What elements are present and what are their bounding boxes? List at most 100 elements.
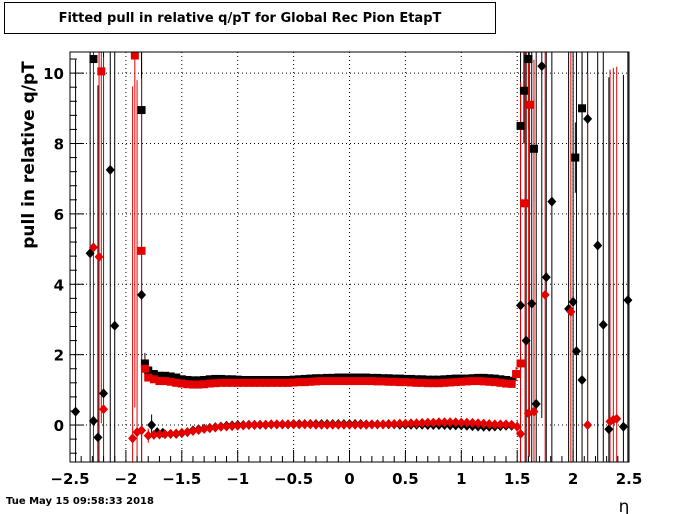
data-point-square (183, 380, 192, 389)
data-point-square (140, 364, 149, 373)
data-point-square (300, 378, 309, 387)
data-point-diamond (473, 418, 483, 429)
x-tick-label: 1.5 (504, 470, 531, 488)
y-axis-label: pull in relative q/pT (19, 61, 39, 249)
data-point-square (317, 377, 326, 386)
y-tick-label: 10 (43, 65, 64, 83)
data-point-diamond (210, 422, 220, 433)
data-point-diamond (227, 421, 237, 432)
x-tick-label: 0.5 (392, 470, 419, 488)
data-point-square (446, 378, 455, 387)
data-point-diamond (547, 196, 557, 207)
data-point-square (516, 121, 525, 130)
axes: −2.5 −2 −1.5 −1 −0.5 0 0.5 1 1.5 2 2.5 0 2 4 6 8 10 (43, 51, 642, 488)
data-point-diamond (233, 420, 243, 431)
data-point-square (130, 51, 139, 60)
x-tick-label: −2 (114, 470, 137, 488)
data-point-square (384, 377, 393, 386)
data-point-square (244, 378, 253, 387)
data-point-diamond (423, 417, 433, 428)
data-point-diamond (378, 419, 388, 430)
data-point-square (177, 375, 186, 384)
data-point-diamond (400, 418, 410, 429)
data-point-square (256, 378, 265, 387)
data-point-square (578, 104, 587, 113)
data-point-diamond (110, 320, 120, 331)
data-point-square (211, 379, 220, 388)
data-point-diamond (412, 418, 422, 429)
data-point-square (216, 378, 225, 387)
data-point-square (222, 378, 231, 387)
data-point-diamond (88, 242, 98, 253)
data-point-diamond (300, 419, 310, 430)
data-point-diamond (339, 419, 349, 430)
data-point-square (289, 378, 298, 387)
data-point-square (149, 375, 158, 384)
data-point-diamond (456, 417, 466, 428)
chart-title: Fitted pull in relative q/pT for Global … (4, 2, 496, 34)
data-point-square (516, 359, 525, 368)
data-point-diamond (527, 298, 537, 309)
data-point-diamond (445, 417, 455, 428)
data-point-diamond (166, 428, 176, 439)
data-point-diamond (583, 113, 593, 124)
data-point-diamond (171, 428, 181, 439)
data-point-diamond (261, 419, 271, 430)
data-point-square (334, 377, 343, 386)
data-point-square (525, 100, 534, 109)
data-point-diamond (350, 419, 360, 430)
data-point-diamond (94, 251, 104, 262)
data-point-square (339, 377, 348, 386)
data-point-diamond (529, 406, 539, 417)
data-point-diamond (277, 419, 287, 430)
data-point-diamond (266, 419, 276, 430)
y-tick-label: 6 (54, 206, 64, 224)
data-point-square (457, 377, 466, 386)
data-point-square (356, 377, 365, 386)
timestamp: Tue May 15 09:58:33 2018 (6, 496, 154, 507)
data-point-square (137, 246, 146, 255)
data-point-diamond (484, 418, 494, 429)
data-point-square (228, 378, 237, 387)
data-point-square (161, 371, 170, 380)
data-point-diamond (289, 419, 299, 430)
data-point-square (323, 377, 332, 386)
data-point-diamond (244, 420, 254, 431)
data-point-diamond (137, 289, 147, 300)
markers (71, 51, 633, 444)
data-point-diamond (317, 419, 327, 430)
data-point-square (149, 370, 158, 379)
data-point-square (278, 378, 287, 387)
data-point-diamond (428, 417, 438, 428)
data-point-diamond (618, 421, 628, 432)
data-point-square (183, 376, 192, 384)
data-point-square (233, 378, 242, 387)
data-point-square (261, 378, 270, 387)
data-point-diamond (305, 419, 315, 430)
data-point-diamond (311, 419, 321, 430)
x-tick-label: 0 (344, 470, 354, 488)
data-point-diamond (345, 419, 354, 430)
data-point-square (295, 378, 304, 387)
data-point-square (205, 379, 214, 388)
data-point-diamond (283, 419, 293, 430)
data-point-diamond (149, 429, 159, 440)
data-point-square (373, 377, 382, 386)
data-point-diamond (143, 430, 153, 441)
data-point-square (362, 377, 371, 386)
data-point-square (571, 153, 580, 162)
data-point-diamond (99, 388, 109, 399)
data-point-diamond (395, 418, 405, 429)
data-point-square (479, 377, 488, 386)
data-point-square (194, 380, 203, 389)
data-point-diamond (467, 417, 477, 428)
data-point-diamond (249, 420, 259, 431)
data-point-square (200, 376, 209, 384)
data-point-square (429, 379, 438, 388)
data-point-diamond (577, 375, 587, 385)
data-point-diamond (294, 419, 304, 430)
data-point-square (418, 378, 427, 387)
data-point-square (172, 378, 181, 387)
data-point-diamond (222, 421, 232, 432)
